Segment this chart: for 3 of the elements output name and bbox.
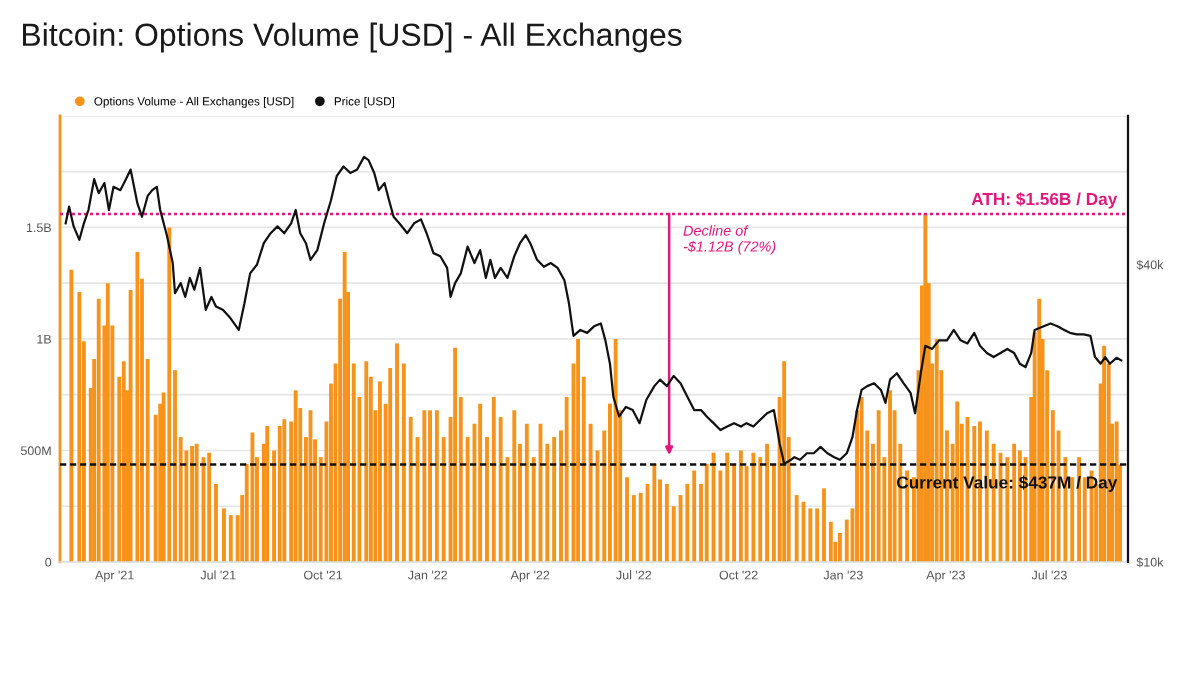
chart-title: Bitcoin: Options Volume [USD] - All Exchanges (23, 22, 682, 53)
line-series (64, 155, 1123, 465)
ref-line-label: ATH: $1.56B / Day (971, 192, 1118, 209)
